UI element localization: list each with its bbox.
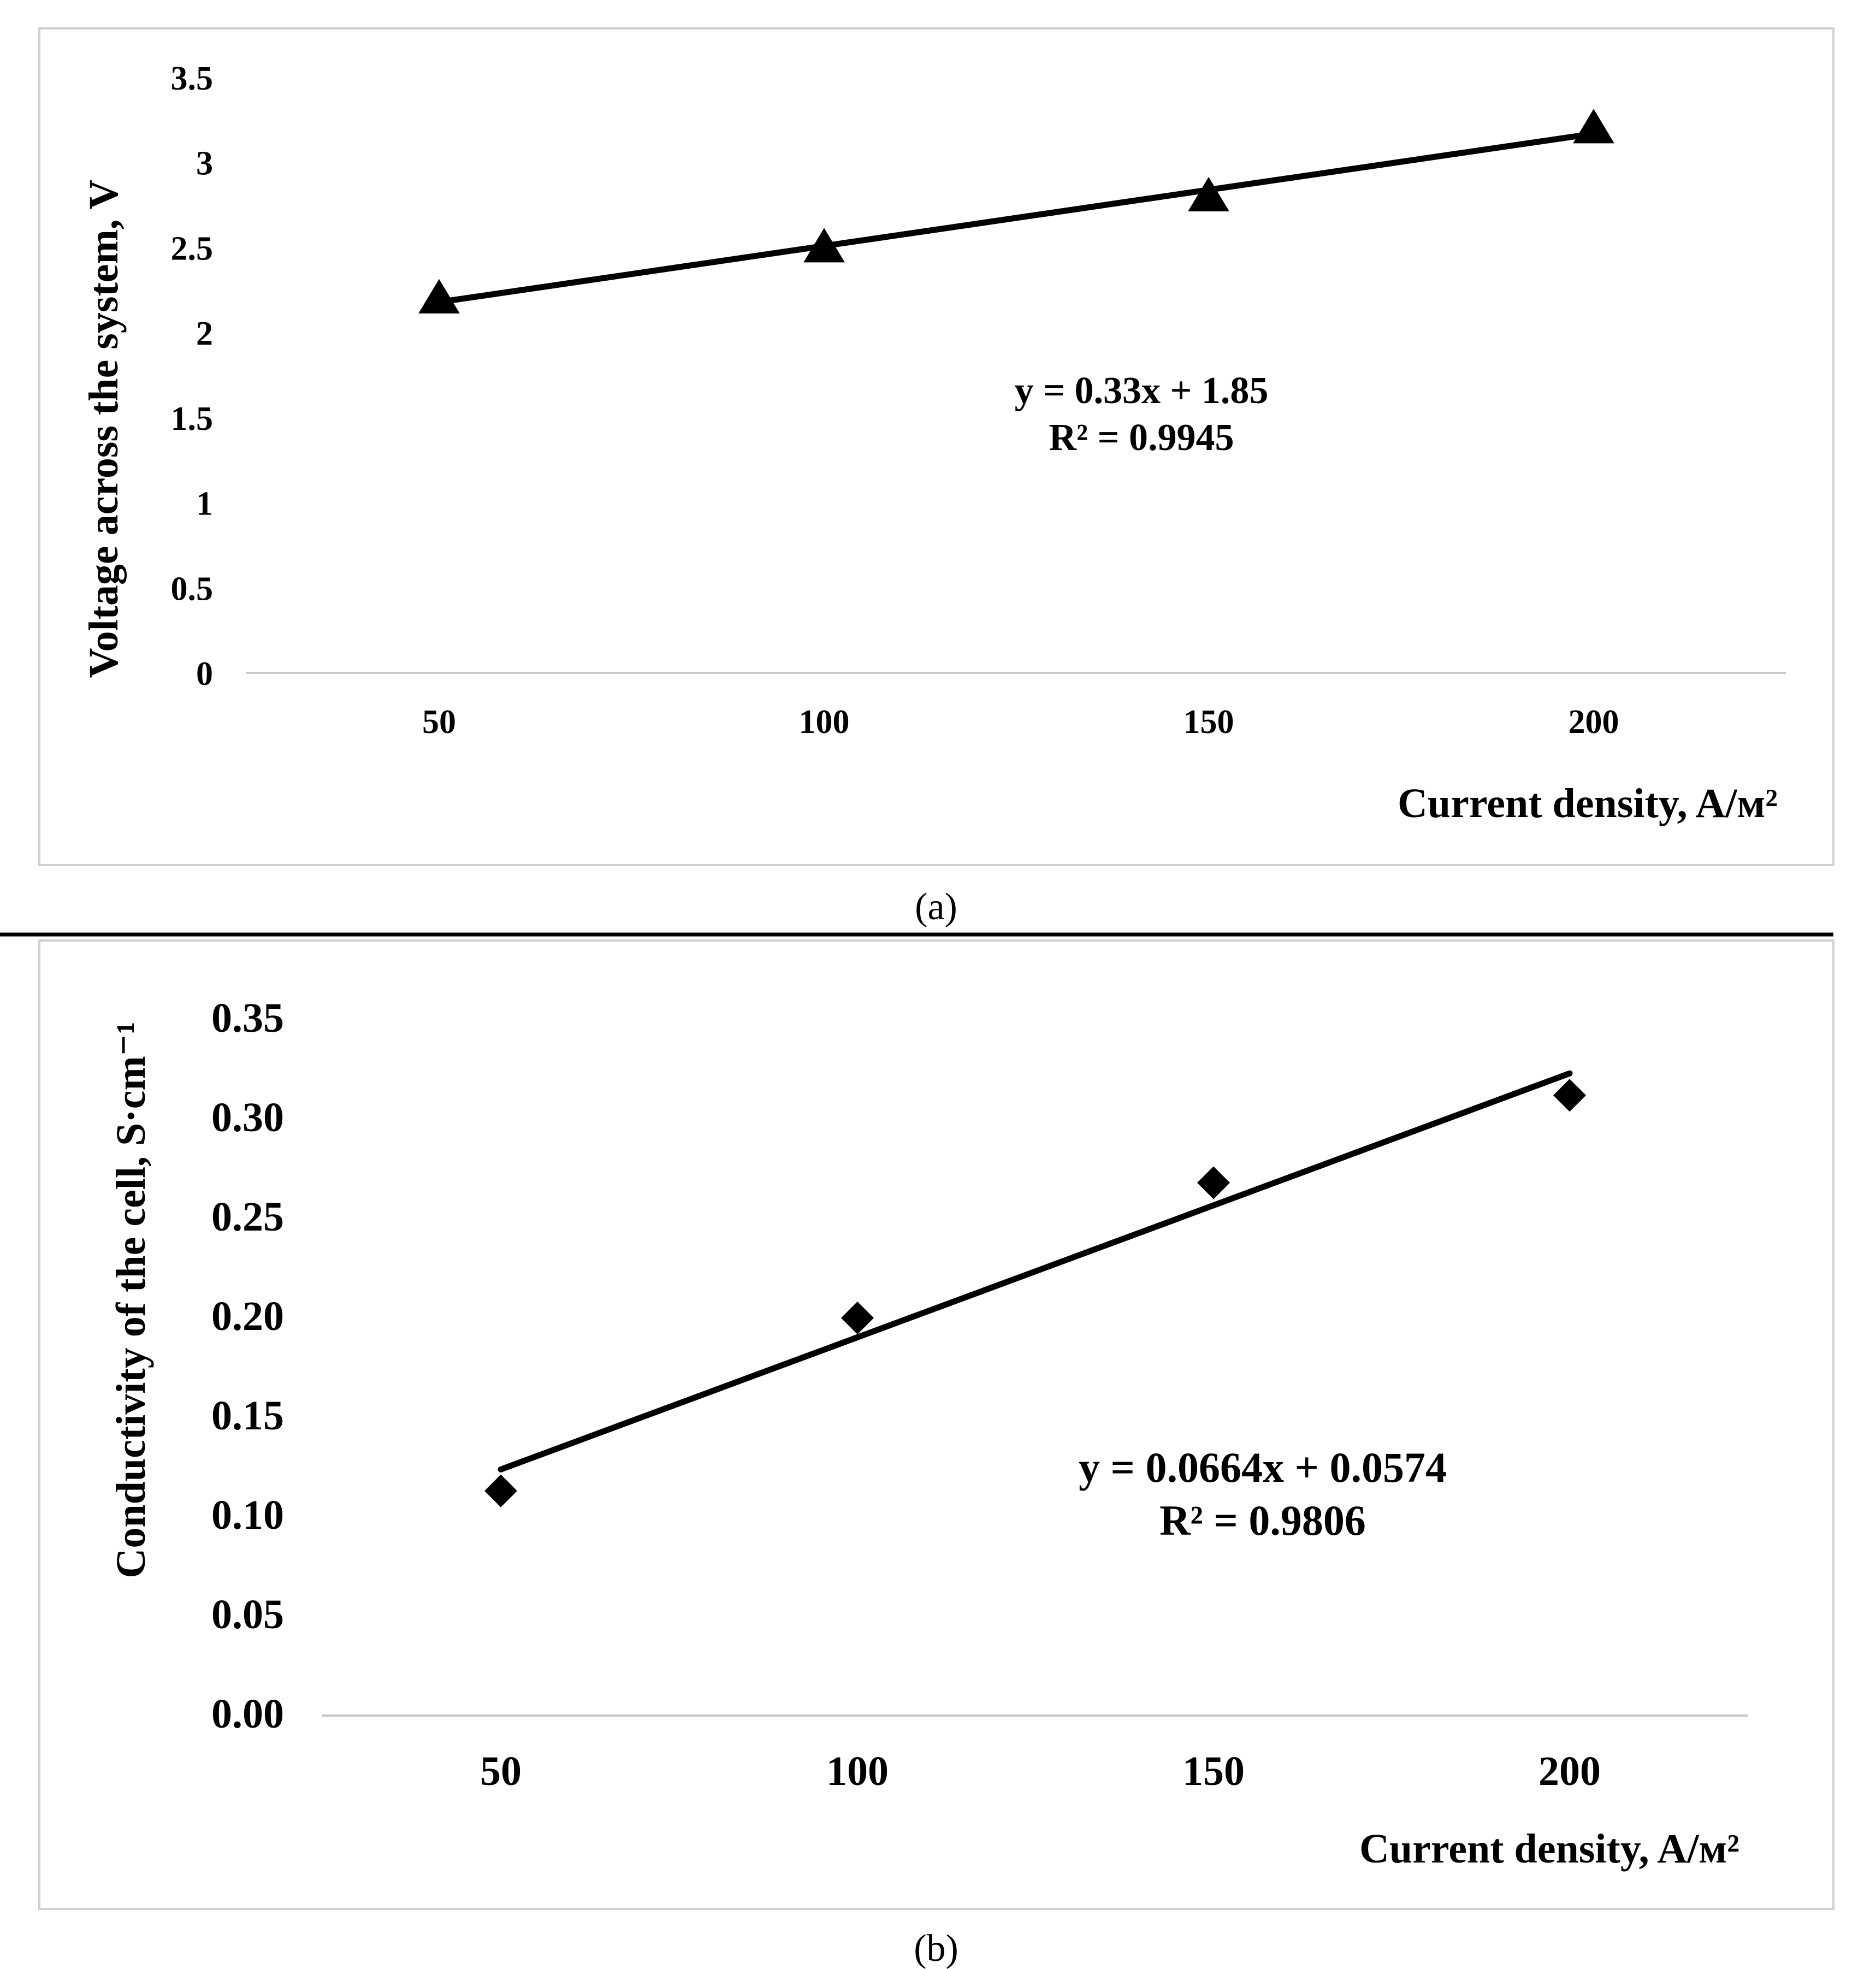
chart-a-data-point [1573, 109, 1614, 144]
chart-b-x-tick-label: 150 [1182, 1748, 1245, 1794]
chart-b-points [484, 1079, 1586, 1507]
chart-a-y-ticks: 0 0.5 1 1.5 2 2.5 3 3.5 [171, 60, 214, 693]
chart-b-frame [38, 939, 1834, 1910]
chart-a-y-tick-label: 0 [196, 655, 213, 693]
chart-a: 0 0.5 1 1.5 2 2.5 3 3.5 50 100 150 200 y = 0.33x +… [38, 27, 1834, 866]
chart-b-y-tick-label: 0.30 [211, 1095, 284, 1140]
chart-b-y-tick-label: 0.35 [211, 995, 284, 1041]
chart-b-x-tick-label: 50 [480, 1748, 522, 1794]
chart-a-r-squared: R² = 0.9945 [1049, 417, 1234, 459]
chart-b-y-tick-label: 0.00 [211, 1691, 284, 1737]
chart-a-frame [38, 27, 1834, 866]
chart-a-data-point [418, 279, 460, 314]
chart-a-x-axis-title: Current density, A/м² [1398, 780, 1778, 826]
chart-a-trendline [436, 131, 1597, 305]
chart-b-data-point [841, 1302, 874, 1334]
chart-b-y-axis-title: Conductivity of the cell, S·cm⁻¹ [108, 1021, 154, 1578]
chart-b: 0.00 0.05 0.10 0.15 0.20 0.25 0.30 0.35 50 100 15… [38, 939, 1834, 1910]
chart-a-y-axis-title: Voltage across the system, V [81, 180, 127, 678]
chart-b-trendline [498, 1070, 1573, 1473]
chart-b-y-ticks: 0.00 0.05 0.10 0.15 0.20 0.25 0.30 0.35 [211, 995, 284, 1737]
chart-a-x-tick-label: 100 [799, 703, 850, 741]
chart-b-x-axis-title: Current density, A/м² [1359, 1826, 1739, 1872]
chart-a-y-tick-label: 1.5 [171, 400, 214, 437]
chart-a-caption: (a) [915, 886, 957, 928]
chart-a-equation: y = 0.33x + 1.85 [1015, 370, 1269, 412]
chart-b-caption: (b) [914, 1927, 958, 1969]
chart-b-r-squared: R² = 0.9806 [1159, 1497, 1366, 1544]
chart-a-y-tick-label: 3 [196, 145, 213, 182]
chart-b-y-tick-label: 0.20 [211, 1293, 284, 1339]
chart-a-y-tick-label: 2 [196, 315, 213, 352]
chart-b-y-tick-label: 0.15 [211, 1393, 284, 1439]
chart-a-y-tick-label: 0.5 [171, 570, 214, 607]
chart-b-x-tick-label: 200 [1538, 1748, 1601, 1794]
chart-b-data-point [484, 1474, 517, 1507]
chart-a-y-tick-label: 2.5 [171, 230, 214, 267]
chart-a-x-tick-label: 200 [1569, 703, 1619, 741]
chart-a-data-point [803, 228, 845, 263]
chart-b-data-point [1197, 1166, 1230, 1199]
chart-b-equation: y = 0.0664x + 0.0574 [1079, 1444, 1447, 1491]
chart-b-y-tick-label: 0.25 [211, 1194, 284, 1240]
chart-a-y-tick-label: 3.5 [171, 60, 214, 97]
chart-b-x-ticks: 50 100 150 200 [480, 1748, 1601, 1794]
chart-a-x-ticks: 50 100 150 200 [422, 703, 1619, 741]
chart-a-y-tick-label: 1 [196, 486, 213, 523]
chart-b-data-point [1553, 1079, 1586, 1112]
chart-b-y-tick-label: 0.10 [211, 1492, 284, 1538]
chart-a-data-point [1188, 177, 1229, 211]
chart-a-points [418, 109, 1614, 314]
chart-b-y-tick-label: 0.05 [211, 1592, 284, 1637]
chart-b-x-tick-label: 100 [826, 1748, 889, 1794]
chart-a-x-tick-label: 50 [422, 703, 456, 741]
chart-a-x-tick-label: 150 [1183, 703, 1234, 741]
